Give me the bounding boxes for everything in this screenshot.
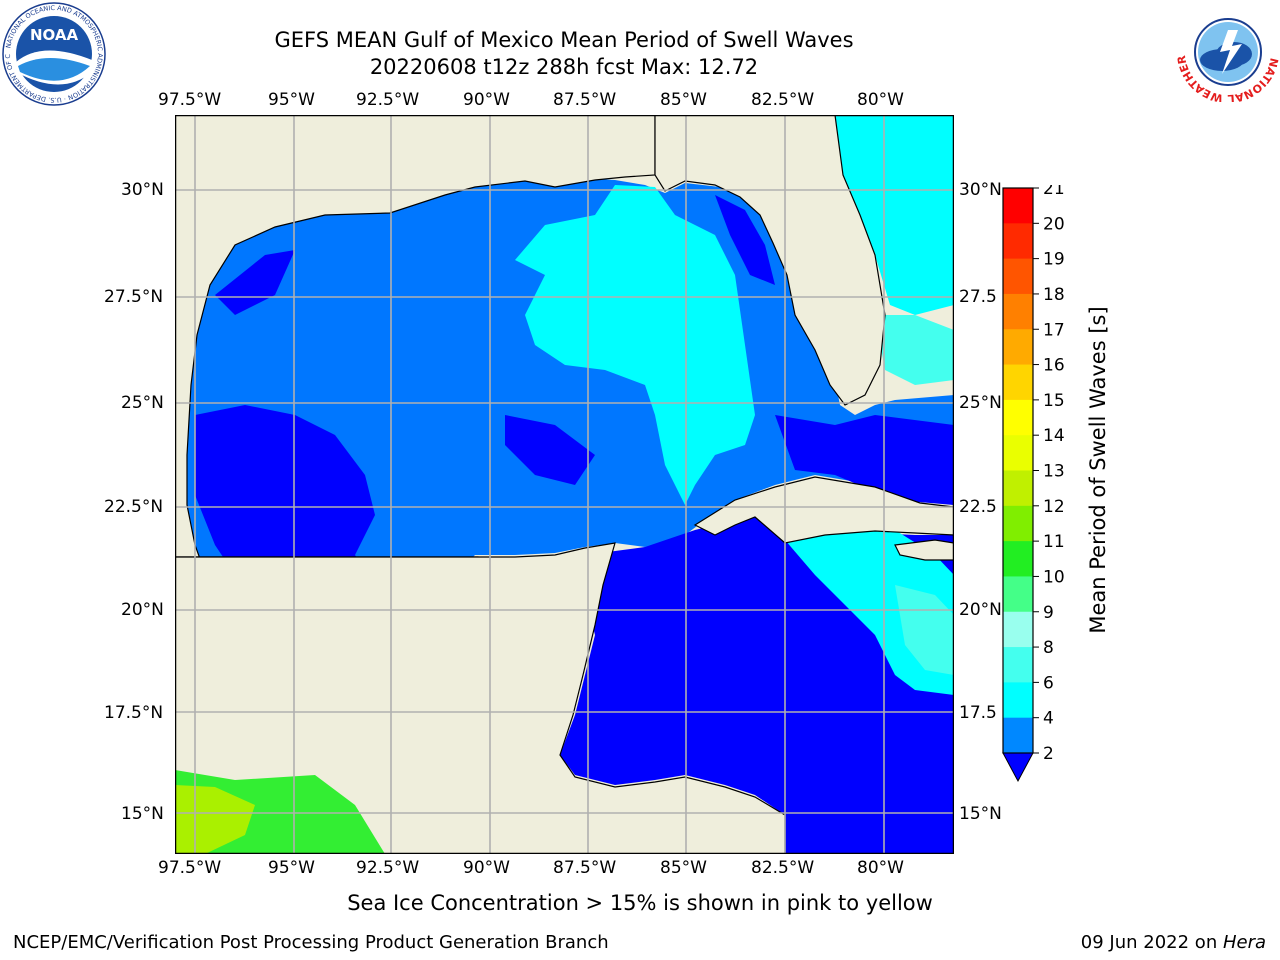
- colorbar-swatch: [1003, 293, 1033, 330]
- colorbar-tick-label: 13: [1043, 462, 1065, 482]
- colorbar-tick-label: 14: [1043, 426, 1065, 446]
- colorbar-tick-label: 6: [1043, 673, 1054, 693]
- colorbar-tick-label: 4: [1043, 709, 1054, 729]
- colorbar-swatch: [1003, 364, 1033, 401]
- ne-gulf-dark: [715, 195, 775, 285]
- colorbar-swatch: [1003, 647, 1033, 683]
- lon-label: 90°W: [463, 90, 510, 110]
- colorbar-swatch: [1003, 682, 1033, 719]
- lon-label: 92.5°W: [356, 858, 420, 878]
- colorbar-tick-label: 16: [1043, 356, 1065, 376]
- colorbar-swatch: [1003, 188, 1033, 224]
- colorbar-tick-label: 18: [1043, 285, 1065, 305]
- florida-land: [654, 115, 886, 406]
- lat-label: 20°N: [959, 600, 1002, 620]
- lat-label: 27.5: [959, 287, 997, 307]
- lat-label: 22.5: [959, 497, 997, 517]
- lon-label: 80°W: [857, 90, 904, 110]
- caribbean-light: [895, 585, 954, 675]
- swell-period-map: [175, 115, 954, 854]
- lon-label: 97.5°W: [158, 90, 222, 110]
- colorbar-swatch: [1003, 223, 1033, 260]
- colorbar-tick-label: 2: [1043, 744, 1054, 764]
- colorbar-swatch: [1003, 258, 1033, 295]
- loop-dark: [505, 415, 595, 485]
- cyan-swell-plume: [515, 185, 755, 505]
- lon-label: 95°W: [268, 858, 315, 878]
- lat-label: 30°N: [121, 180, 164, 200]
- lon-label: 87.5°W: [553, 90, 617, 110]
- colorbar-tick-label: 21: [1043, 185, 1065, 199]
- lon-label: 92.5°W: [356, 90, 420, 110]
- lat-label: 15°N: [121, 804, 164, 824]
- lat-label: 27.5°N: [104, 287, 164, 307]
- colorbar-swatch: [1003, 435, 1033, 471]
- lon-label: 85°W: [660, 90, 707, 110]
- footer-host: Hera: [1222, 932, 1266, 953]
- map-frame: [175, 115, 954, 854]
- map-gridlines: [175, 115, 954, 854]
- colorbar-swatch: [1003, 717, 1033, 754]
- lon-label: 95°W: [268, 90, 315, 110]
- colorbar-swatches: [1003, 188, 1033, 754]
- colorbar: 21 20 19 18 17 16 15 14 13 12 11 10 9 8 6 4 2: [1002, 185, 1065, 783]
- chart-title: GEFS MEAN Gulf of Mexico Mean Period of …: [274, 28, 854, 52]
- colorbar-swatch: [1003, 541, 1033, 577]
- colorbar-swatch: [1003, 611, 1033, 648]
- colorbar-swatch: [1003, 505, 1033, 542]
- lat-label: 17.5: [959, 703, 997, 723]
- lat-label: 17.5°N: [104, 703, 164, 723]
- west-gulf-dark: [195, 405, 465, 635]
- lon-label: 82.5°W: [751, 858, 815, 878]
- lon-label: 80°W: [857, 858, 904, 878]
- lat-label: 15°N: [959, 804, 1002, 824]
- hispaniola-land: [894, 539, 954, 561]
- atlantic-light: [875, 315, 954, 385]
- lon-label: 87.5°W: [553, 858, 617, 878]
- north-gulf-dark: [215, 250, 295, 315]
- sea-ice-note: Sea Ice Concentration > 15% is shown in …: [347, 891, 933, 915]
- colorbar-tick-label: 19: [1043, 250, 1065, 270]
- footer-date-text: 09 Jun 2022 on: [1080, 932, 1223, 953]
- colorbar-tick-label: 15: [1043, 391, 1065, 411]
- colorbar-tick-label: 10: [1043, 567, 1065, 587]
- chart-subtitle: 20220608 t12z 288h fcst Max: 12.72: [369, 55, 759, 79]
- lon-label: 97.5°W: [158, 858, 222, 878]
- lon-label: 90°W: [463, 858, 510, 878]
- atlantic-cyan: [835, 115, 954, 315]
- lon-label: 82.5°W: [751, 90, 815, 110]
- noaa-logo-icon: NOAA NATIONAL OCEANIC AND ATMOSPHERIC AD…: [0, 0, 106, 110]
- colorbar-tick-label: 17: [1043, 320, 1065, 340]
- nws-logo-icon: NATIONAL WEATHER SERVICE: [1172, 0, 1280, 106]
- colorbar-extend-triangle: [1002, 752, 1034, 783]
- colorbar-tick-label: 8: [1043, 638, 1054, 658]
- colorbar-swatch: [1003, 399, 1033, 436]
- lat-label: 22.5°N: [104, 497, 164, 517]
- lat-label: 25°N: [959, 393, 1002, 413]
- colorbar-swatch: [1003, 329, 1033, 366]
- colorbar-ticks: 21 20 19 18 17 16 15 14 13 12 11 10 9 8 6 4 2: [1033, 185, 1065, 764]
- east-florida-dark: [775, 415, 954, 505]
- noaa-logo-text: NOAA: [30, 26, 79, 44]
- colorbar-swatch: [1003, 470, 1033, 507]
- colorbar-label: Mean Period of Swell Waves [s]: [1086, 306, 1110, 634]
- lat-label: 20°N: [121, 600, 164, 620]
- footer-date: 09 Jun 2022 on Hera: [1081, 932, 1266, 953]
- colorbar-swatch: [1003, 576, 1033, 613]
- colorbar-tick-label: 12: [1043, 497, 1065, 517]
- cuba-land: [693, 476, 954, 544]
- colorbar-tick-label: 20: [1043, 214, 1065, 234]
- lat-label: 25°N: [121, 393, 164, 413]
- colorbar-tick-label: 9: [1043, 603, 1054, 623]
- lat-label: 30°N: [959, 180, 1002, 200]
- lon-label: 85°W: [660, 858, 707, 878]
- colorbar-tick-label: 11: [1043, 532, 1065, 552]
- footer-credit: NCEP/EMC/Verification Post Processing Pr…: [13, 932, 609, 953]
